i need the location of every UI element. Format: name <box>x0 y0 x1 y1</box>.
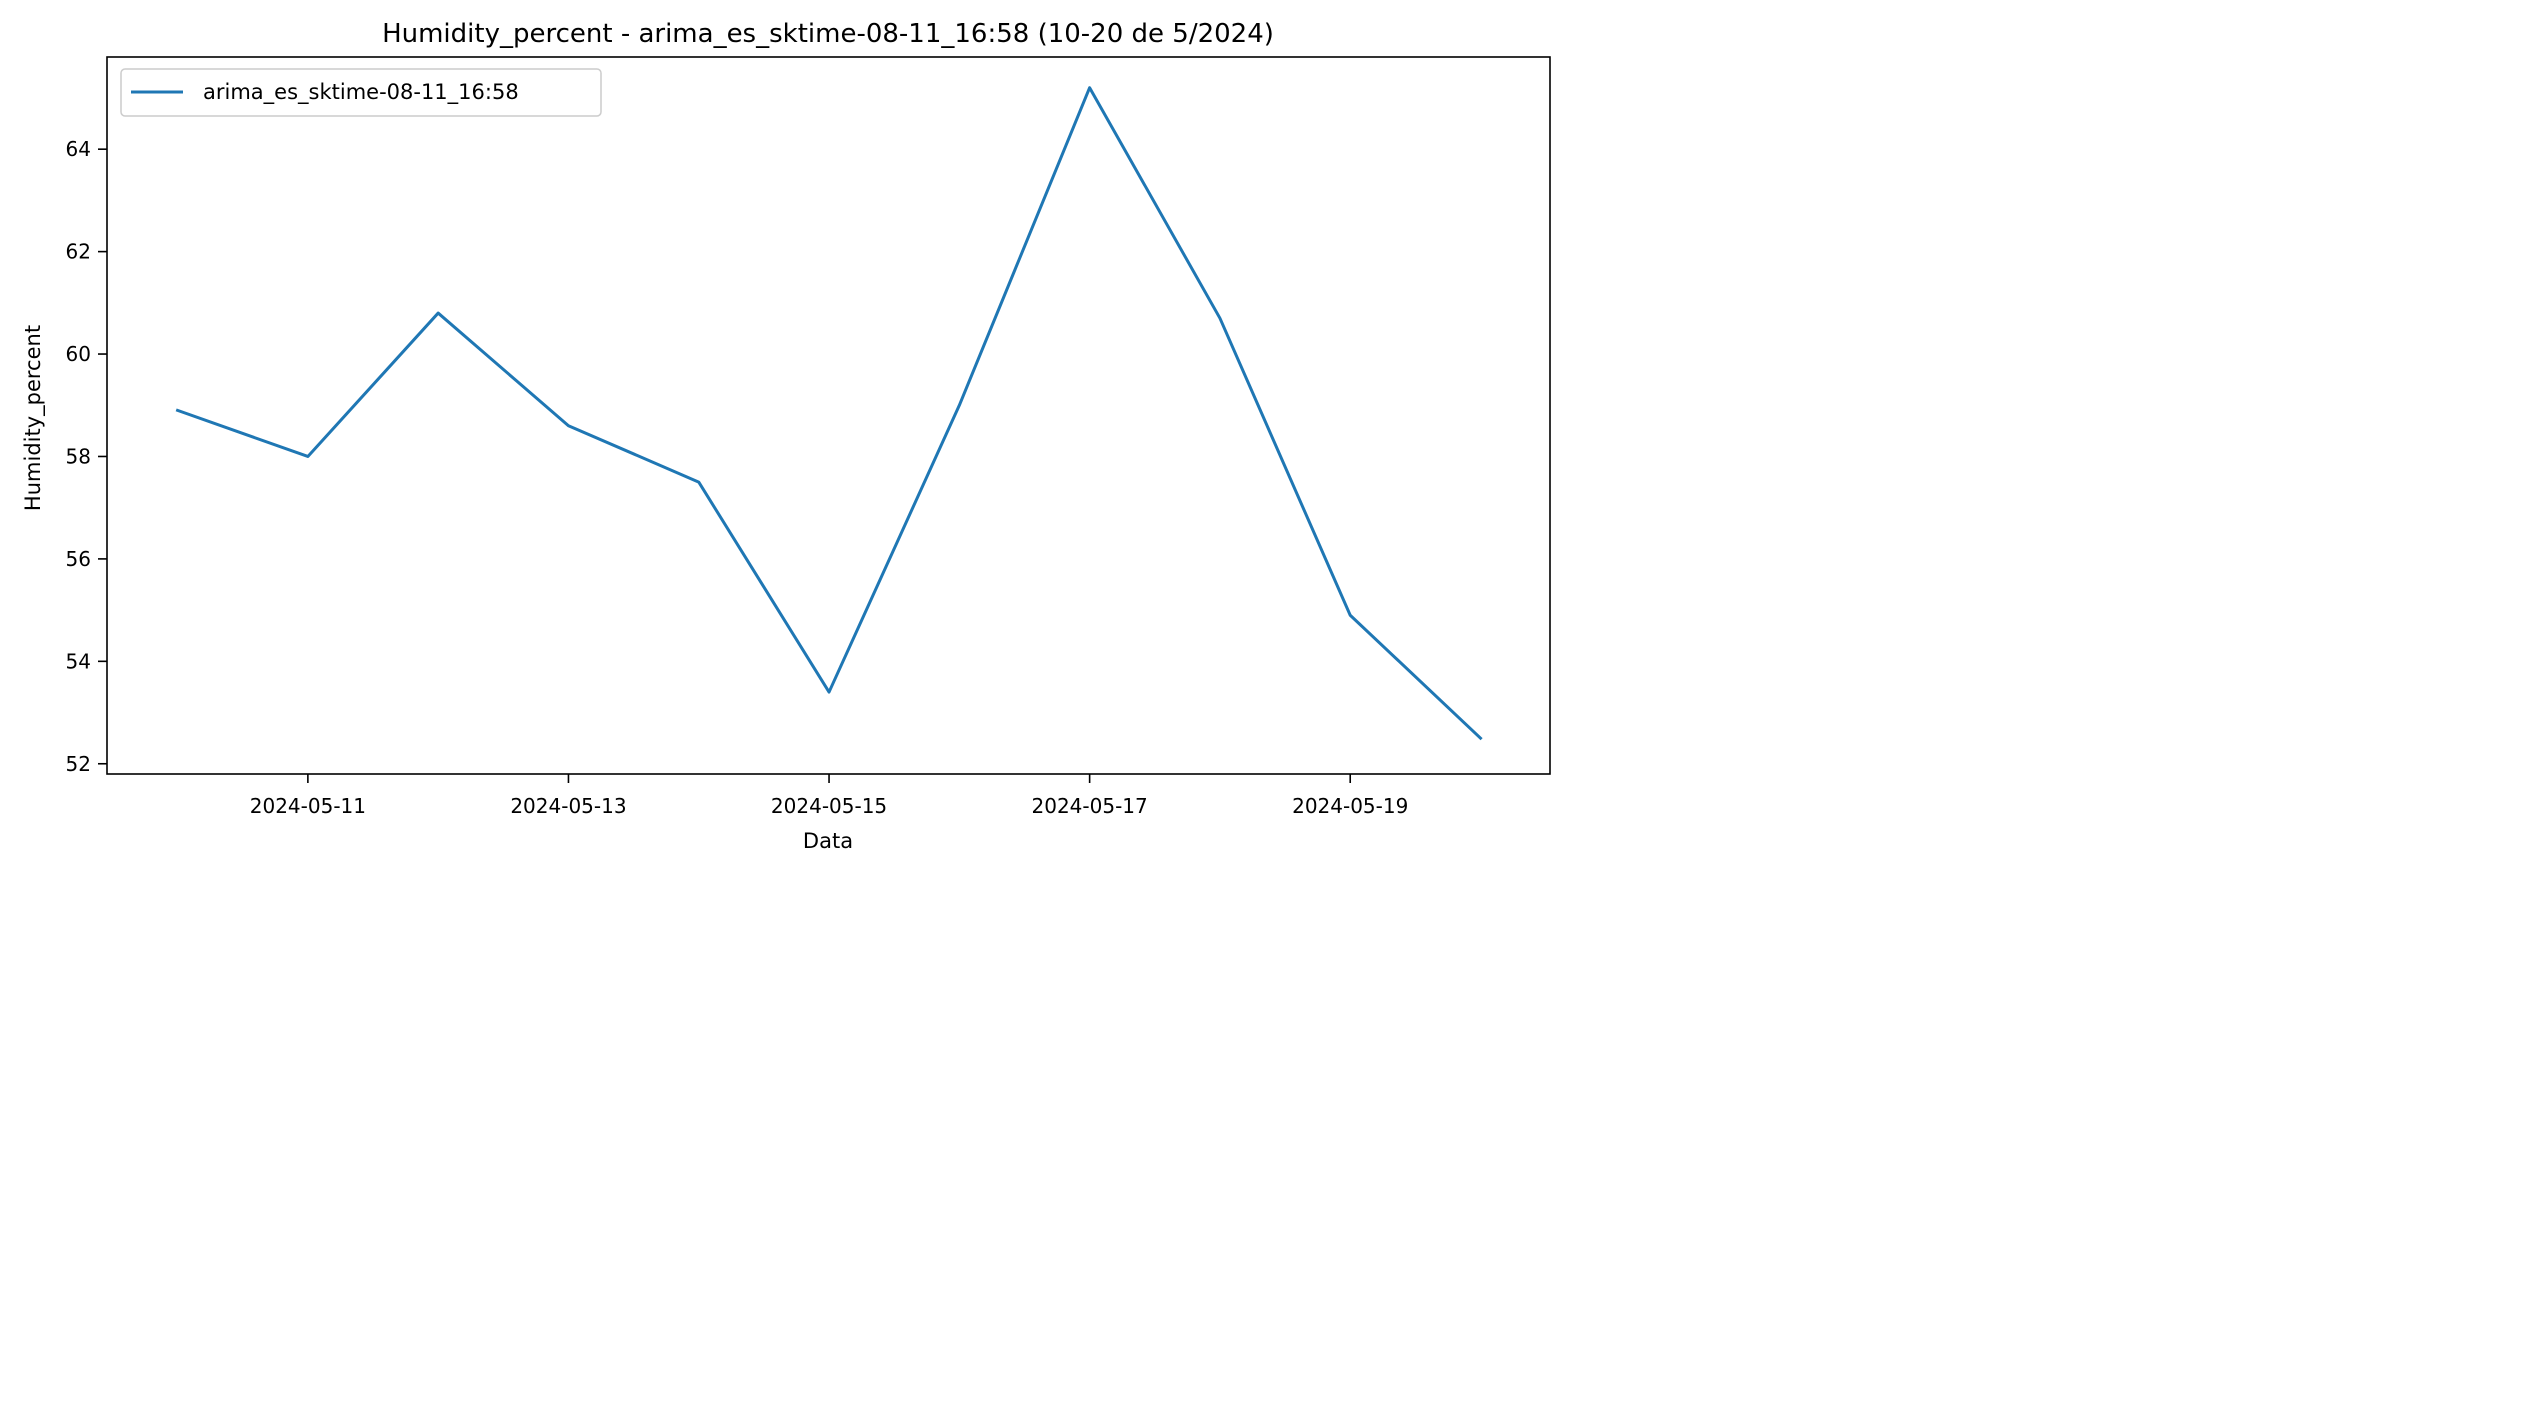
chart-title: Humidity_percent - arima_es_sktime-08-11… <box>382 19 1274 49</box>
y-tick-label-4: 60 <box>66 342 91 366</box>
x-tick-label-3: 2024-05-17 <box>1032 794 1148 818</box>
plot-area: 2024-05-11 2024-05-13 2024-05-15 2024-05-17… <box>66 56 1551 818</box>
y-tick-label-2: 56 <box>66 547 91 571</box>
legend-box <box>120 68 602 117</box>
y-tick-label-5: 62 <box>66 240 91 264</box>
y-tick-label-0: 52 <box>66 752 91 776</box>
y-axis-label: Humidity_percent <box>21 325 46 511</box>
plot-frame <box>106 56 1551 775</box>
chart-container: Humidity_percent - arima_es_sktime-08-11… <box>0 0 1568 874</box>
x-tick-label-4: 2024-05-19 <box>1292 794 1408 818</box>
line-chart: Humidity_percent - arima_es_sktime-08-11… <box>21 19 1551 853</box>
series-line-0 <box>175 86 1483 741</box>
x-tick-label-2: 2024-05-15 <box>771 794 887 818</box>
y-tick-label-1: 54 <box>66 649 91 673</box>
x-tick-label-0: 2024-05-11 <box>250 794 366 818</box>
x-tick-label-1: 2024-05-13 <box>510 794 626 818</box>
y-tick-label-3: 58 <box>66 444 91 468</box>
legend-label-0: arima_es_sktime-08-11_16:58 <box>203 80 519 105</box>
y-tick-label-6: 64 <box>66 137 91 161</box>
x-axis-label: Data <box>803 829 853 853</box>
legend: arima_es_sktime-08-11_16:58 <box>120 68 602 117</box>
